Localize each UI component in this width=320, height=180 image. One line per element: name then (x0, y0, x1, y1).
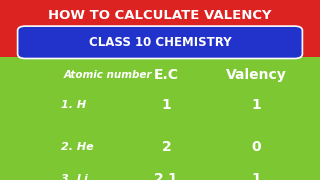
Text: HOW TO CALCULATE VALENCY: HOW TO CALCULATE VALENCY (48, 9, 272, 22)
Text: 1. H: 1. H (61, 100, 86, 110)
Text: 1: 1 (162, 98, 171, 112)
Text: CLASS 10 CHEMISTRY: CLASS 10 CHEMISTRY (89, 36, 231, 49)
Text: 2. He: 2. He (61, 142, 93, 152)
Text: 2,1: 2,1 (154, 172, 179, 180)
FancyBboxPatch shape (18, 26, 302, 58)
Text: Atomic number: Atomic number (64, 70, 153, 80)
Text: 3. Li: 3. Li (61, 174, 88, 180)
Text: 1: 1 (251, 98, 261, 112)
Text: 0: 0 (251, 140, 261, 154)
Text: Valency: Valency (226, 68, 286, 82)
Text: E.C: E.C (154, 68, 179, 82)
Bar (0, 0, 320, 57)
Text: 2: 2 (162, 140, 171, 154)
Text: 1: 1 (251, 172, 261, 180)
